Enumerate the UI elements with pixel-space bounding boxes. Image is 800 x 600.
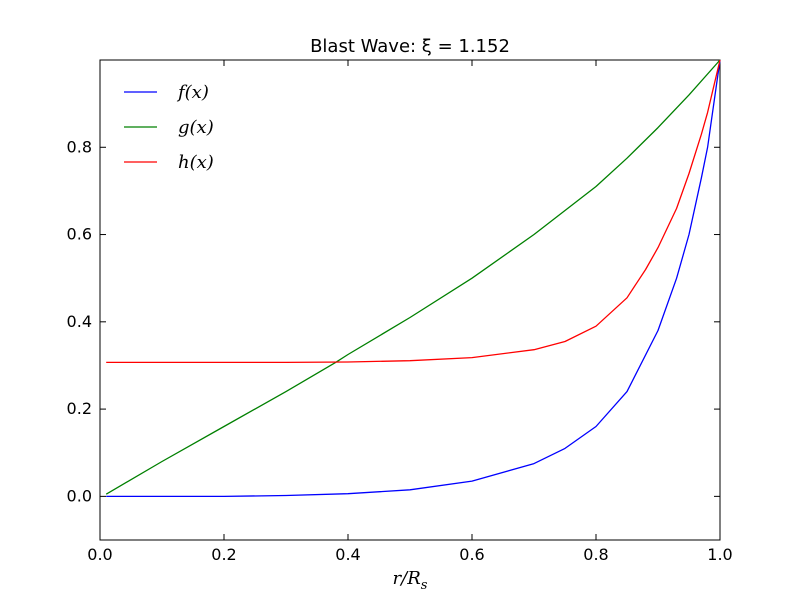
x-axis-label-main: r/R	[393, 568, 421, 589]
legend-label-fx: f(x)	[176, 82, 209, 103]
y-tick-label: 0.6	[67, 225, 92, 244]
x-tick-label: 0.2	[211, 545, 236, 564]
series-line-fx	[106, 59, 721, 498]
legend: f(x) g(x) h(x)	[124, 82, 214, 173]
x-tick-label: 0.6	[459, 545, 484, 564]
x-tick-label: 0.8	[583, 545, 608, 564]
y-tick-label: 0.8	[67, 137, 92, 156]
x-axis-label-subscript: s	[421, 578, 428, 593]
x-tick-label: 1.0	[707, 545, 732, 564]
series-lines	[105, 59, 721, 498]
legend-label-gx: g(x)	[178, 117, 214, 138]
y-tick-label: 0.2	[67, 399, 92, 418]
x-tick-label: 0.4	[335, 545, 360, 564]
y-tick-label: 0.4	[67, 312, 92, 331]
legend-label-hx: h(x)	[178, 152, 214, 173]
y-tick-label: 0.0	[67, 486, 92, 505]
chart-title: Blast Wave: ξ = 1.152	[310, 36, 510, 57]
x-axis-label: r/Rs	[393, 568, 428, 593]
x-axis: 0.0 0.2 0.4 0.6 0.8 1.0	[87, 60, 733, 564]
series-line-hx	[106, 59, 721, 364]
series-line-gx	[105, 59, 721, 495]
plot-frame	[99, 59, 721, 541]
x-tick-label: 0.0	[87, 545, 112, 564]
y-axis: 0.0 0.2 0.4 0.6 0.8	[67, 137, 720, 505]
